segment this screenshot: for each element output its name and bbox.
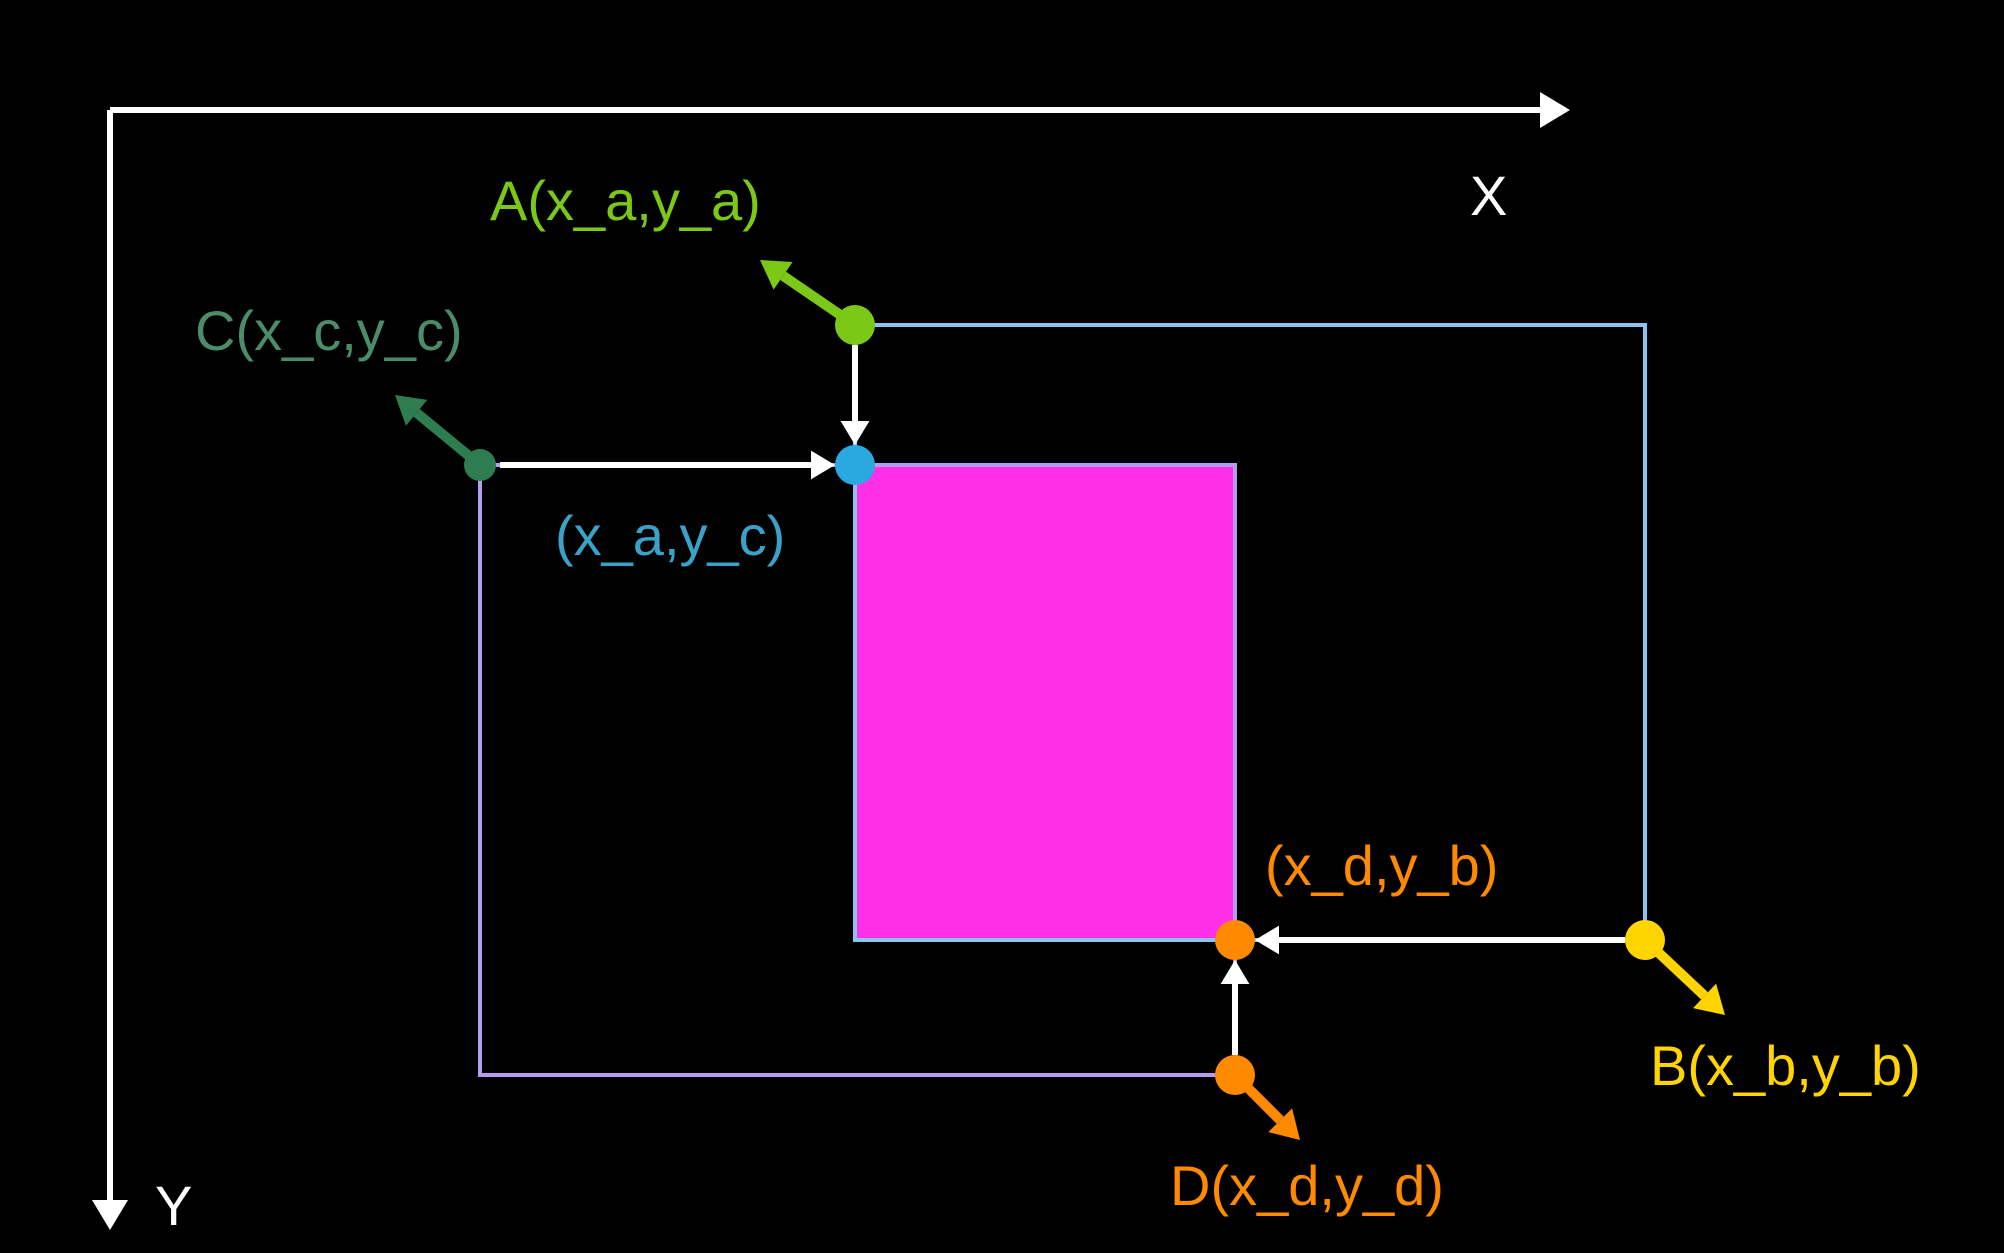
x-axis-label: X [1470,164,1507,227]
label-d: D(x_d,y_d) [1170,1154,1444,1217]
overlap-rect [855,465,1235,940]
diagram-canvas: X Y A(x_a,y_a) C(x_c,y_c) (x_a,y_c) B(x_… [0,0,2004,1253]
label-c: C(x_c,y_c) [195,299,463,362]
label-b: B(x_b,y_b) [1650,1034,1921,1097]
label-a: A(x_a,y_a) [490,169,761,232]
y-axis-label: Y [155,1174,192,1237]
axes [92,92,1570,1230]
label-ac: (x_a,y_c) [555,504,785,567]
label-db: (x_d,y_b) [1265,834,1498,897]
